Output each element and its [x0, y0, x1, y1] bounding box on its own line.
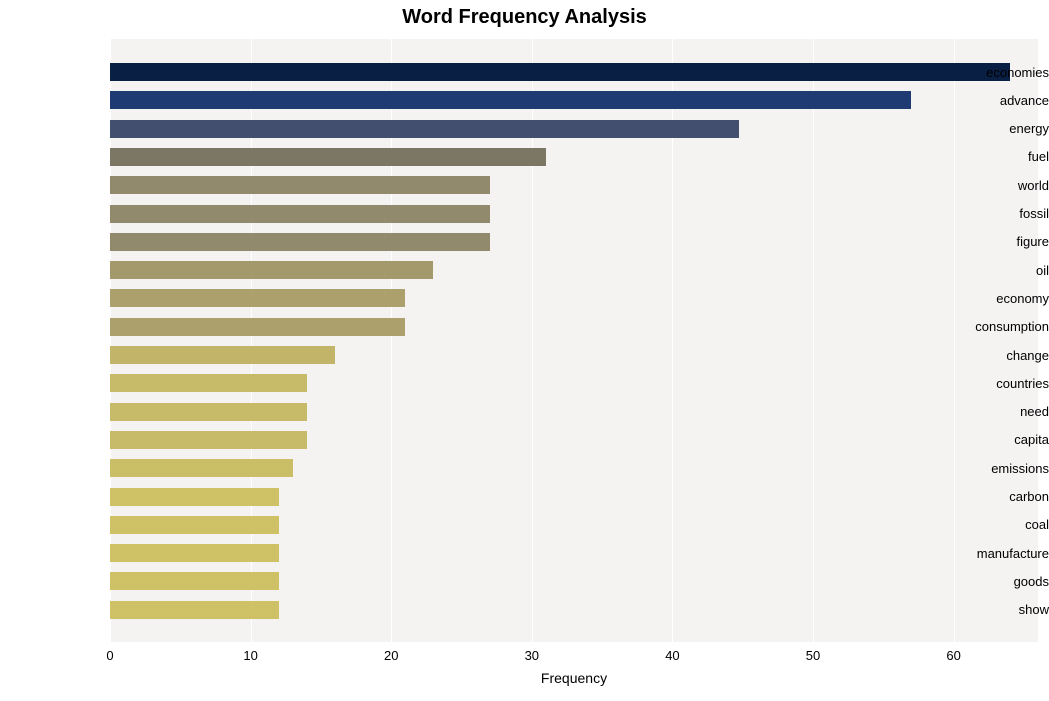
y-tick-label: fuel [947, 149, 1049, 164]
y-tick-label: oil [947, 263, 1049, 278]
word-frequency-chart: Word Frequency Analysis economies advance… [0, 0, 1049, 701]
x-tick-label: 60 [946, 648, 960, 663]
bar [110, 544, 279, 562]
y-tick-label: economies [947, 65, 1049, 80]
y-tick-label: show [947, 602, 1049, 617]
y-tick-label: coal [947, 517, 1049, 532]
x-tick-label: 0 [106, 648, 113, 663]
y-tick-label: figure [947, 234, 1049, 249]
bar [110, 572, 279, 590]
bar [110, 431, 307, 449]
y-tick-label: countries [947, 376, 1049, 391]
bar [110, 403, 307, 421]
bar [110, 516, 279, 534]
y-tick-label: goods [947, 574, 1049, 589]
y-tick-label: consumption [947, 319, 1049, 334]
bar [110, 233, 490, 251]
y-tick-label: manufacture [947, 546, 1049, 561]
bar [110, 176, 490, 194]
bar [110, 289, 405, 307]
bar [110, 346, 335, 364]
y-tick-label: advance [947, 93, 1049, 108]
x-tick-label: 30 [525, 648, 539, 663]
bar [110, 374, 307, 392]
x-axis-label: Frequency [110, 670, 1038, 686]
bar [110, 148, 546, 166]
bar [110, 63, 1010, 81]
bar [110, 318, 405, 336]
y-tick-label: need [947, 404, 1049, 419]
chart-title: Word Frequency Analysis [0, 6, 1049, 29]
bar [110, 91, 911, 109]
bar [110, 601, 279, 619]
y-tick-label: economy [947, 291, 1049, 306]
x-tick-label: 40 [665, 648, 679, 663]
y-tick-label: world [947, 178, 1049, 193]
bar [110, 261, 433, 279]
bar [110, 459, 293, 477]
y-tick-label: capita [947, 432, 1049, 447]
bar [110, 120, 739, 138]
y-tick-label: fossil [947, 206, 1049, 221]
bar [110, 488, 279, 506]
y-tick-label: energy [947, 121, 1049, 136]
grid-line [813, 39, 814, 642]
x-tick-label: 20 [384, 648, 398, 663]
y-tick-label: change [947, 348, 1049, 363]
y-tick-label: carbon [947, 489, 1049, 504]
x-tick-label: 50 [806, 648, 820, 663]
plot-area [110, 39, 1038, 642]
y-tick-label: emissions [947, 461, 1049, 476]
bar [110, 205, 490, 223]
x-tick-label: 10 [243, 648, 257, 663]
